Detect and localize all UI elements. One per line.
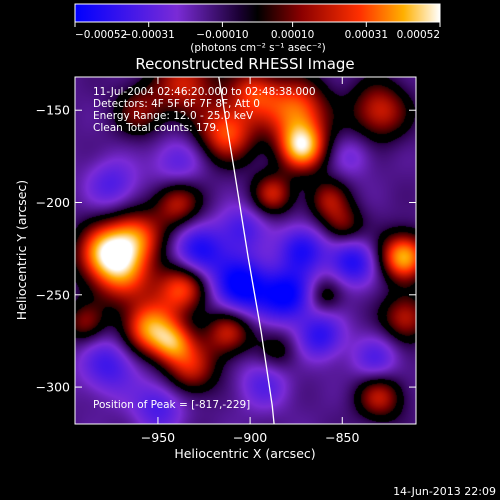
axis-ticks bbox=[75, 77, 416, 424]
annotation-line: Energy Range: 12.0 - 25.0 keV bbox=[93, 110, 254, 122]
plot-area: −950 −900 −850 −300 −250 −200 −150 11-Jul-2004… bbox=[36, 76, 417, 445]
plot-frame bbox=[74, 76, 417, 425]
colorbar: −0.00052−0.00031 −0.00010 0.00010 0.00031 0.… bbox=[74, 3, 441, 54]
annotation-line: 11-Jul-2004 02:46:20.000 to 02:48:38.000 bbox=[93, 86, 316, 98]
y-axis-label: Heliocentric Y (arcsec) bbox=[14, 180, 29, 320]
x-axis-label: Heliocentric X (arcsec) bbox=[174, 446, 315, 461]
colorbar-tick-label: −0.00052 bbox=[75, 29, 127, 41]
solar-limb-line bbox=[218, 77, 275, 424]
footer-date: 14-Jun-2013 22:09 bbox=[393, 485, 496, 498]
colorbar-gradient bbox=[74, 3, 441, 23]
y-tick-label: −200 bbox=[36, 195, 70, 210]
chart-title: Reconstructed RHESSI Image bbox=[135, 55, 354, 73]
x-tick-label: −950 bbox=[141, 430, 175, 445]
x-tick-label: −900 bbox=[233, 430, 267, 445]
colorbar-tick-label: −0.00031 bbox=[123, 29, 175, 41]
colorbar-ticks: −0.00052−0.00031 −0.00010 0.00010 0.00031 0.… bbox=[74, 22, 441, 41]
annotation-line: Clean Total counts: 179. bbox=[93, 122, 219, 134]
colorbar-tick-label: 0.00052 bbox=[397, 29, 440, 41]
colorbar-unit-label: (photons cm⁻² s⁻¹ asec⁻²) bbox=[190, 42, 325, 54]
colorbar-tick-label: 0.00031 bbox=[345, 29, 388, 41]
heatmap-image bbox=[75, 77, 416, 424]
y-tick-label: −250 bbox=[36, 287, 70, 302]
colorbar-tick-label: 0.00010 bbox=[271, 29, 314, 41]
peak-position-label: Position of Peak = [-817,-229] bbox=[93, 399, 250, 411]
y-tick-label: −300 bbox=[36, 380, 70, 395]
y-tick-label: −150 bbox=[36, 103, 70, 118]
colorbar-tick-label: −0.00010 bbox=[196, 29, 248, 41]
tick-labels: −950 −900 −850 −300 −250 −200 −150 bbox=[36, 103, 360, 445]
annotations: 11-Jul-2004 02:46:20.000 to 02:48:38.000… bbox=[93, 86, 316, 411]
annotation-line: Detectors: 4F 5F 6F 7F 8F, Att 0 bbox=[93, 98, 260, 110]
x-tick-label: −850 bbox=[325, 430, 359, 445]
